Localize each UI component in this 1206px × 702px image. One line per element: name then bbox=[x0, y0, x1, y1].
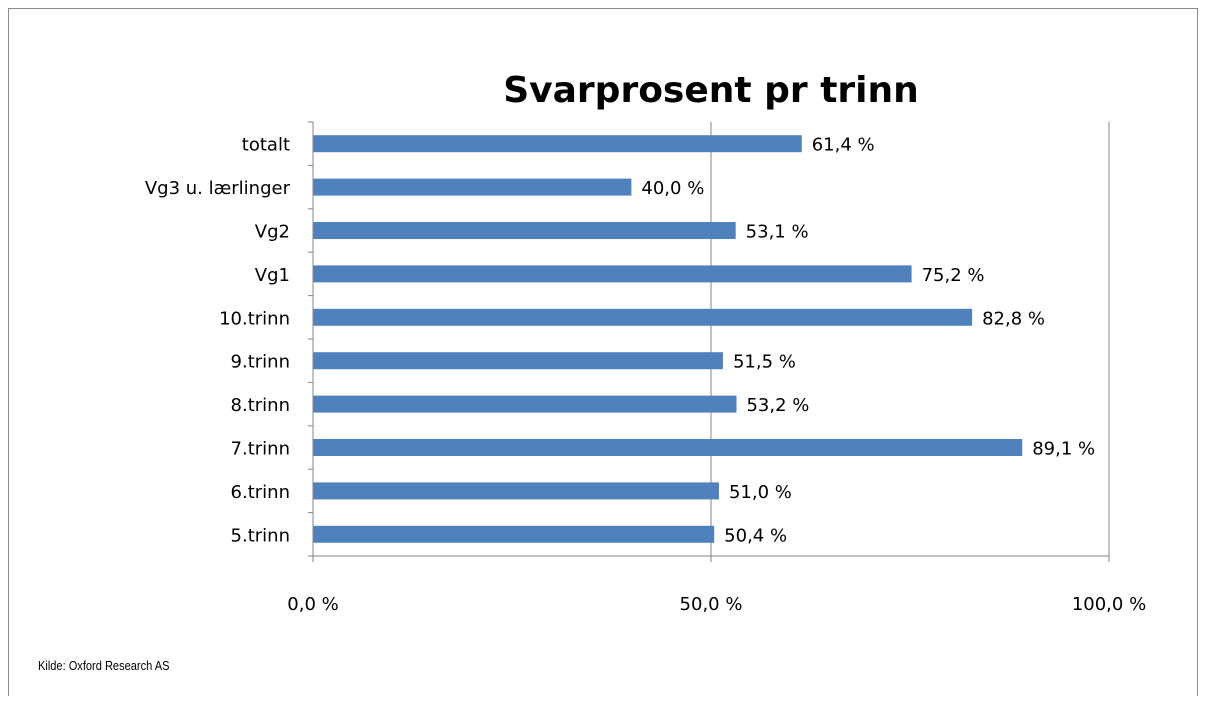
category-label: 9.trinn bbox=[231, 352, 290, 373]
chart-frame bbox=[8, 8, 1198, 696]
source-note: Kilde: Oxford Research AS bbox=[38, 658, 170, 673]
bar bbox=[313, 439, 1023, 456]
data-label: 51,5 % bbox=[733, 352, 796, 373]
data-label: 53,1 % bbox=[746, 222, 809, 243]
category-label: Vg2 bbox=[255, 222, 290, 243]
category-label: 6.trinn bbox=[231, 482, 290, 503]
data-label: 51,0 % bbox=[729, 482, 792, 503]
bar bbox=[313, 178, 632, 196]
category-label: 7.trinn bbox=[231, 439, 290, 460]
category-label: 5.trinn bbox=[231, 525, 290, 546]
data-label: 50,4 % bbox=[724, 525, 787, 546]
bar bbox=[313, 395, 737, 413]
data-label: 89,1 % bbox=[1032, 439, 1095, 460]
x-tick-label: 100,0 % bbox=[1072, 594, 1146, 615]
x-tick-label: 0,0 % bbox=[287, 594, 338, 615]
category-label: Vg1 bbox=[255, 265, 290, 286]
bar bbox=[313, 525, 715, 543]
bar bbox=[313, 222, 736, 239]
data-label: 75,2 % bbox=[922, 265, 985, 286]
x-tick-label: 50,0 % bbox=[680, 594, 743, 615]
data-label: 82,8 % bbox=[982, 308, 1045, 329]
data-label: 40,0 % bbox=[641, 178, 704, 199]
bar bbox=[313, 482, 719, 500]
bar bbox=[313, 308, 973, 326]
bar bbox=[313, 135, 802, 153]
category-label: totalt bbox=[242, 135, 290, 156]
category-label: Vg3 u. lærlinger bbox=[145, 178, 291, 199]
category-label: 8.trinn bbox=[231, 395, 290, 416]
chart-title: Svarprosent pr trinn bbox=[503, 70, 919, 111]
bar bbox=[313, 352, 723, 370]
bar bbox=[313, 265, 912, 283]
data-label: 53,2 % bbox=[746, 395, 809, 416]
category-label: 10.trinn bbox=[219, 308, 290, 329]
data-label: 61,4 % bbox=[812, 135, 875, 156]
